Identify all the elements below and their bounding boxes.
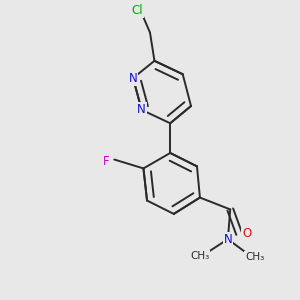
Text: CH₃: CH₃ [245,252,264,262]
Text: O: O [242,227,251,240]
Text: F: F [103,155,110,168]
Text: Cl: Cl [132,4,143,17]
Text: CH₃: CH₃ [190,251,210,261]
Text: N: N [224,233,232,246]
Text: N: N [137,103,146,116]
Text: N: N [129,72,137,85]
